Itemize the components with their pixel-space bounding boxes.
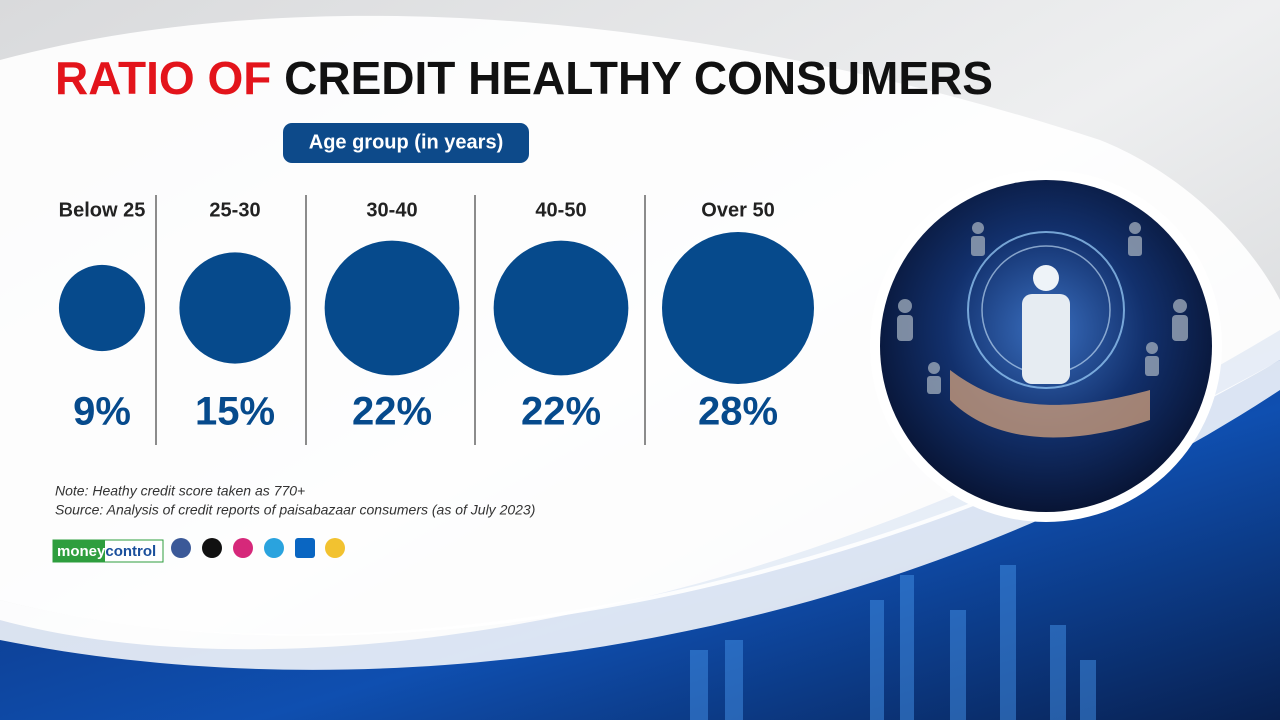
chart-title: RATIO OF CREDIT HEALTHY CONSUMERS — [55, 52, 993, 104]
bubble — [324, 240, 460, 376]
logo-control: control — [105, 543, 156, 560]
source: Source: Analysis of credit reports of pa… — [55, 502, 535, 518]
instagram-icon[interactable] — [233, 538, 253, 558]
value-label: 28% — [698, 390, 778, 434]
category-label: 40-50 — [535, 199, 586, 221]
category-label: Over 50 — [701, 199, 774, 221]
bubble — [662, 232, 814, 384]
value-label: 22% — [521, 390, 601, 434]
value-label: 9% — [73, 390, 131, 434]
title-rest: CREDIT HEALTHY CONSUMERS — [284, 52, 993, 104]
linkedin-icon[interactable] — [295, 538, 315, 558]
app-icon[interactable] — [325, 538, 345, 558]
bar-decoration — [690, 565, 1096, 720]
subtitle-pill — [283, 123, 529, 163]
photo — [870, 170, 1222, 522]
x-icon[interactable] — [202, 538, 222, 558]
bubble — [493, 240, 629, 376]
logo: moneycontrol — [57, 543, 156, 560]
value-label: 15% — [195, 390, 275, 434]
logo-left — [53, 540, 105, 562]
category-label: Below 25 — [59, 199, 146, 221]
bubble — [58, 264, 146, 352]
category-label: 25-30 — [209, 199, 260, 221]
value-label: 22% — [352, 390, 432, 434]
social-icons — [171, 538, 345, 558]
subtitle: Age group (in years) — [309, 131, 503, 153]
note: Note: Heathy credit score taken as 770+ — [55, 483, 305, 499]
bubble-row: Below 25 9% 25-30 15% 30-40 22% 40-50 22% Over 5… — [59, 195, 814, 445]
facebook-icon[interactable] — [171, 538, 191, 558]
telegram-icon[interactable] — [264, 538, 284, 558]
logo-money: money — [57, 543, 106, 560]
bubble — [179, 252, 291, 364]
category-label: 30-40 — [366, 199, 417, 221]
title-highlight: RATIO OF — [55, 52, 271, 104]
